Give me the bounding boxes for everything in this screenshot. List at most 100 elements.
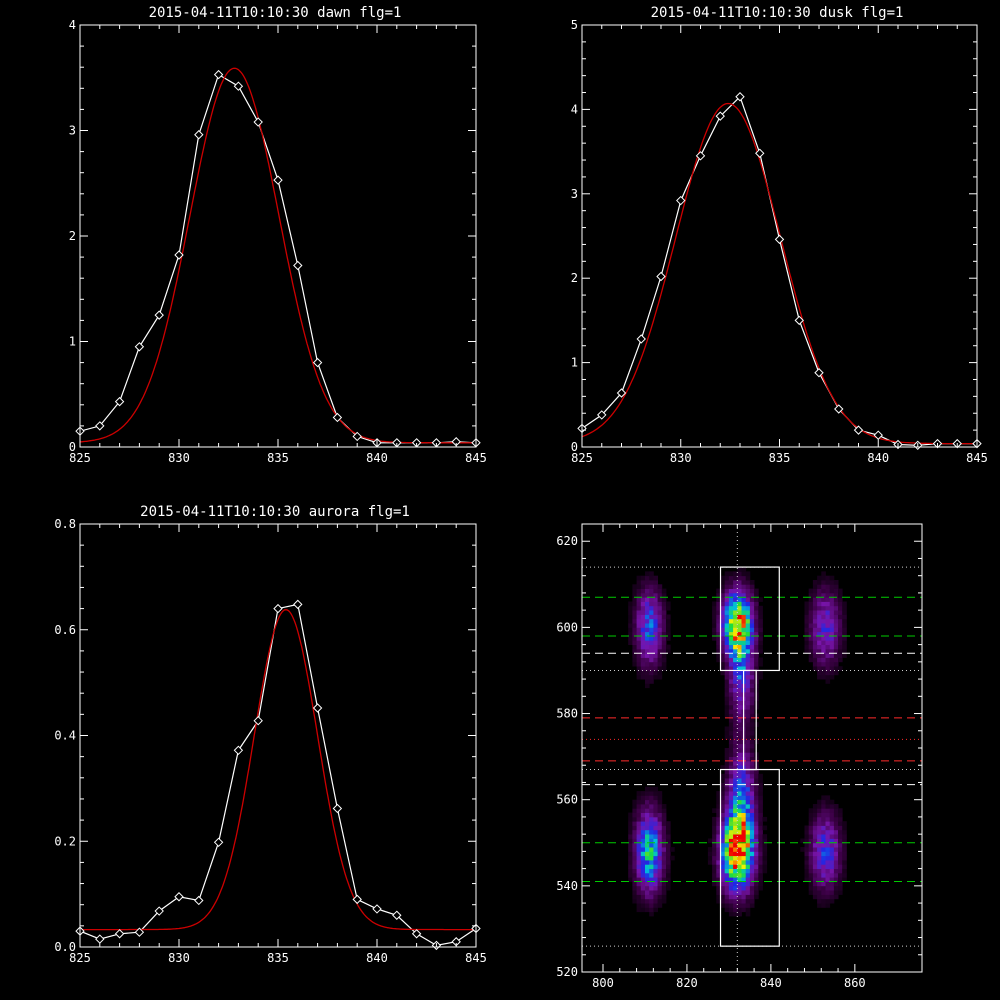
spectral-image-cell	[640, 623, 646, 628]
spectral-image-cell	[733, 752, 738, 757]
spectral-image-cell	[758, 674, 763, 680]
spectral-image-cell	[808, 588, 814, 594]
spectral-image-cell	[661, 610, 667, 615]
spectral-image-cell	[733, 911, 738, 917]
spectral-image-cell	[817, 894, 822, 900]
dusk-profile-chart: 2015-04-11T10:10:30 dusk flg=1 825 830 835…	[571, 5, 988, 465]
spectral-image-cell	[724, 661, 730, 667]
dusk-y-tick-label: 4	[571, 102, 578, 116]
spectral-image-cell	[842, 601, 847, 607]
spectral-image-cell	[653, 648, 658, 654]
spectral-image-cell	[808, 872, 814, 878]
spectral-image-cell	[712, 627, 717, 633]
spectral-image-cell	[666, 864, 671, 869]
spectral-image-cell	[645, 795, 650, 801]
spectral-image-cell	[838, 847, 843, 852]
spectral-image-cell	[649, 851, 654, 857]
spectral-image-cell	[720, 808, 726, 813]
spectral-image-cell	[636, 653, 642, 658]
spectral-image-cell	[733, 722, 738, 727]
spectral-image-cell	[640, 661, 646, 667]
spectral-image-cell	[833, 894, 839, 900]
spectral-image-cell	[804, 610, 810, 615]
spectral-image-cell	[825, 894, 831, 900]
spectral-image-cell	[737, 795, 742, 801]
spectral-image-cell	[838, 640, 843, 645]
spectral-image-cell	[649, 881, 654, 887]
spectral-image-cell	[808, 601, 814, 607]
spectral-image-cell	[724, 851, 730, 857]
spectral-image-cell	[808, 885, 814, 891]
spectral-image-cell	[745, 877, 751, 882]
spectral-image-cell	[754, 855, 759, 861]
spectral-image-cell	[829, 614, 835, 620]
spectral-image-cell	[737, 911, 742, 917]
spectral-image-cell	[817, 580, 822, 585]
spectral-image-cell	[628, 812, 633, 818]
spectral-image-cell	[825, 674, 831, 680]
spectral-image-cell	[720, 821, 726, 826]
spectral-image-cell	[640, 894, 646, 900]
spectral-image-cell	[749, 623, 755, 628]
spectral-image-cell	[670, 847, 675, 852]
spectral-image-cell	[632, 842, 637, 848]
spectral-image-cell	[838, 614, 843, 620]
spectral-image-cell	[825, 847, 831, 852]
spectral-image-cell	[724, 575, 730, 581]
spectral-image-cell	[632, 605, 637, 611]
spectral-image-cell	[745, 812, 751, 818]
spectral-image-cell	[754, 597, 759, 602]
spectral-image-cell	[737, 597, 742, 602]
spectral-image-cell	[632, 825, 637, 831]
spectral-image-cell	[817, 864, 822, 869]
spectral-image-cell	[733, 696, 738, 701]
spectral-image-cell	[716, 890, 721, 895]
spectral-image-cell	[817, 834, 822, 839]
spectral-image-cell	[817, 804, 822, 809]
spectral-image-cell	[749, 717, 755, 723]
aurora-y-tick-label: 0.2	[54, 834, 76, 848]
spectral-image-cell	[720, 872, 726, 878]
spectral-image-cell	[728, 704, 734, 710]
spectral-image-cell	[825, 679, 831, 684]
spectral-image-cell	[758, 618, 763, 624]
spectral-image-cell	[737, 872, 742, 878]
spectral-image-cell	[653, 584, 658, 589]
spectral-image-cell	[817, 885, 822, 891]
spectral-image-cell	[754, 791, 759, 796]
spectral-image-cell	[833, 653, 839, 658]
spectral-image-cell	[661, 851, 667, 857]
spectral-image-cell	[758, 842, 763, 848]
spectral-image-cell	[833, 868, 839, 874]
spectral-image-cell	[653, 786, 658, 792]
spectral-image-cell	[649, 597, 654, 602]
spectral-image-cell	[645, 588, 650, 594]
spectral-image-cell	[812, 657, 818, 663]
spectral-image-cell	[728, 605, 734, 611]
spectral-image-cell	[728, 709, 734, 714]
spectral-image-cell	[720, 834, 726, 839]
spectral-image-cell	[838, 601, 843, 607]
spectral-image-cell	[636, 842, 642, 848]
spectral-image-cell	[741, 661, 747, 667]
spectral-image-cell	[653, 868, 658, 874]
spectral-image-cell	[821, 584, 826, 589]
spectral-image-cell	[636, 631, 642, 637]
spectral-image-cell	[636, 618, 642, 624]
spectral-image-cell	[745, 636, 751, 641]
spectral-image-cell	[728, 610, 734, 615]
dawn-y-tick-label: 1	[69, 335, 76, 349]
spectral-image-cell	[653, 657, 658, 663]
spectral-image-cell	[825, 657, 831, 663]
spectral-image-cell	[825, 881, 831, 887]
spectral-image-cell	[728, 851, 734, 857]
spectral-image-cell	[661, 614, 667, 620]
spectral-image-cell	[649, 653, 654, 658]
spectral-image-cell	[821, 601, 826, 607]
spectral-image-cell	[754, 799, 759, 805]
spectral-image-cell	[758, 829, 763, 835]
spectral-image-cell	[741, 588, 747, 594]
spectral-image-cell	[737, 674, 742, 680]
spectral-image-cell	[645, 592, 650, 598]
spectral-image-cell	[712, 623, 717, 628]
